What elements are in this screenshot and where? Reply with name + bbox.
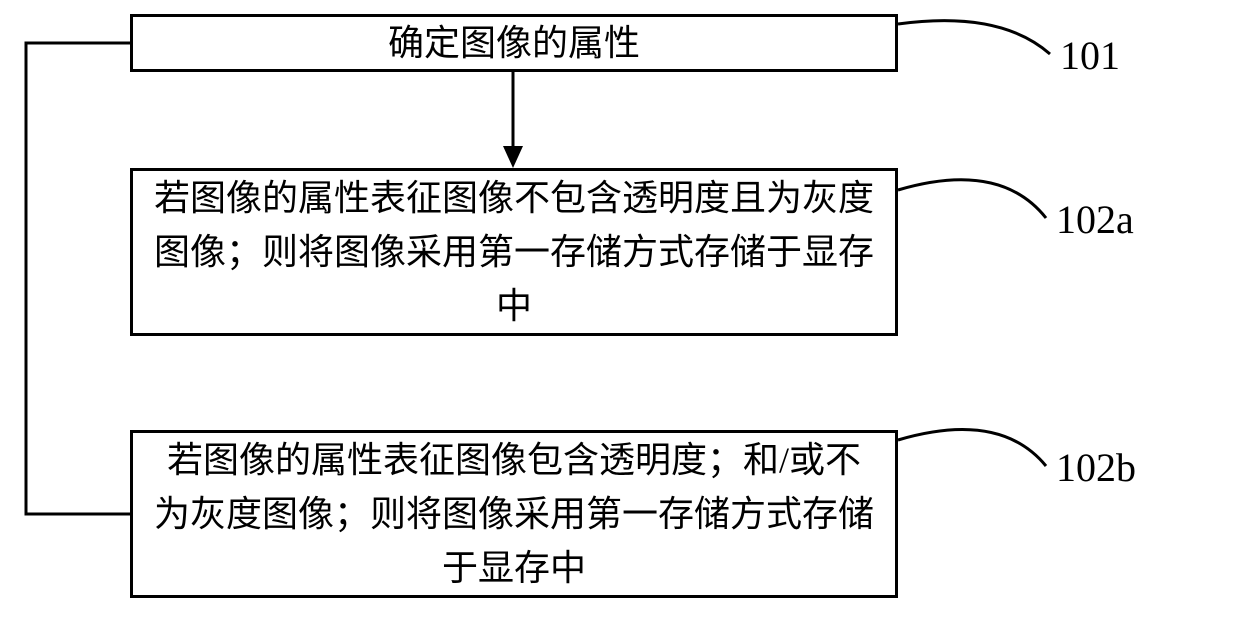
flowchart-node-n102a: 若图像的属性表征图像不包含透明度且为灰度图像；则将图像采用第一存储方式存储于显存… xyxy=(130,168,898,336)
node-label-n101: 101 xyxy=(1060,36,1120,76)
flowchart-node-n102b: 若图像的属性表征图像包含透明度；和/或不为灰度图像；则将图像采用第一存储方式存储… xyxy=(130,430,898,598)
node-label-n102a: 102a xyxy=(1056,200,1134,240)
flowchart-node-n101: 确定图像的属性 xyxy=(130,14,898,72)
node-label-n102b: 102b xyxy=(1056,448,1136,488)
